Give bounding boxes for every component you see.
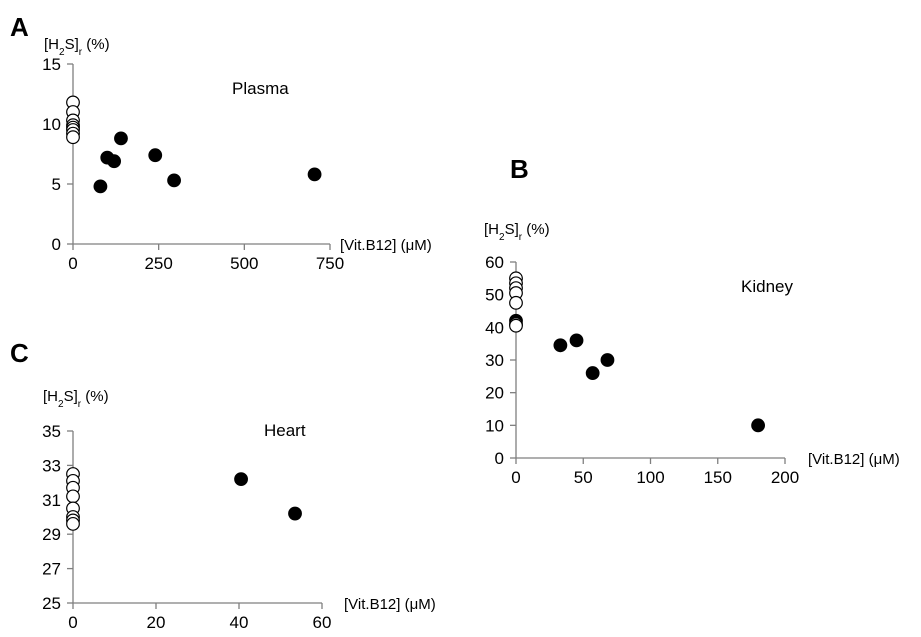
axes: 0 10 20 30 40 50 60 0 50 100 150 200: [485, 253, 799, 487]
filled-point: [167, 173, 181, 188]
y-tick-label: 10: [485, 416, 504, 435]
y-tick-label: 29: [42, 525, 61, 544]
x-tick-label: 500: [230, 254, 258, 273]
filled-point: [600, 353, 615, 367]
y-tick-label: 25: [42, 594, 61, 613]
data-points: [509, 271, 765, 433]
data-points: [66, 95, 322, 194]
y-tick-label: 0: [52, 235, 61, 254]
filled-point: [234, 472, 248, 487]
open-point: [66, 516, 80, 531]
x-tick-label: 40: [230, 613, 249, 632]
tissue-annotation: Plasma: [232, 79, 289, 98]
y-tick-label: 0: [495, 449, 504, 468]
x-tick-label: 150: [704, 468, 732, 487]
panel-a-plasma: A [H2S]r (%) [Vit.B12] (μM) Plasma 0 5 10 1…: [10, 12, 432, 273]
x-tick-label: 250: [144, 254, 172, 273]
filled-point: [93, 179, 108, 194]
y-tick-label: 60: [485, 253, 504, 272]
y-tick-label: 33: [42, 456, 61, 475]
filled-point: [569, 333, 584, 348]
filled-point: [585, 366, 600, 380]
y-tick-label: 15: [42, 55, 61, 74]
panel-b-kidney: B [H2S]r (%) [Vit.B12] (μM) Kidney 0 10 20…: [484, 154, 900, 487]
panel-letter: B: [510, 154, 529, 184]
y-tick-label: 30: [485, 351, 504, 370]
filled-point: [148, 148, 163, 163]
x-axis-label: [Vit.B12] (μM): [344, 596, 436, 613]
y-axis-label: [H2S]r (%): [44, 36, 110, 58]
data-points: [66, 467, 302, 531]
y-tick-label: 31: [42, 491, 61, 510]
open-point: [66, 130, 80, 145]
x-tick-label: 0: [68, 254, 77, 273]
y-tick-label: 27: [42, 560, 61, 579]
y-tick-label: 40: [485, 318, 504, 337]
open-point: [509, 295, 523, 310]
panel-c-heart: C [H2S]r (%) [Vit.B12] (μM) Heart 25 27 29…: [10, 338, 436, 632]
filled-point: [288, 506, 302, 521]
open-point: [509, 318, 523, 333]
y-tick-label: 20: [485, 384, 504, 403]
x-tick-label: 50: [574, 468, 593, 487]
tissue-annotation: Kidney: [741, 277, 793, 296]
panel-letter: C: [10, 338, 29, 368]
filled-point: [751, 418, 765, 433]
x-tick-label: 200: [771, 468, 799, 487]
filled-point: [553, 338, 568, 353]
y-tick-label: 10: [42, 115, 61, 134]
y-tick-label: 5: [52, 175, 61, 194]
y-axis-label: [H2S]r (%): [43, 388, 109, 410]
filled-point: [307, 167, 322, 182]
axes: 0 5 10 15 0 250 500 750: [42, 55, 344, 273]
axes: 25 27 29 31 33 35 0 20 40 60: [42, 422, 331, 632]
open-point: [66, 489, 80, 504]
y-tick-label: 50: [485, 286, 504, 305]
y-axis-label: [H2S]r (%): [484, 221, 550, 243]
filled-point: [107, 154, 122, 169]
y-tick-label: 35: [42, 422, 61, 441]
panel-letter: A: [10, 12, 29, 42]
x-tick-label: 0: [68, 613, 77, 632]
x-axis-label: [Vit.B12] (μM): [808, 451, 900, 468]
x-axis-label: [Vit.B12] (μM): [340, 237, 432, 254]
x-tick-label: 0: [511, 468, 520, 487]
filled-point: [114, 131, 128, 146]
x-tick-label: 750: [316, 254, 344, 273]
x-tick-label: 100: [636, 468, 664, 487]
tissue-annotation: Heart: [264, 421, 306, 440]
x-tick-label: 20: [147, 613, 166, 632]
x-tick-label: 60: [313, 613, 332, 632]
